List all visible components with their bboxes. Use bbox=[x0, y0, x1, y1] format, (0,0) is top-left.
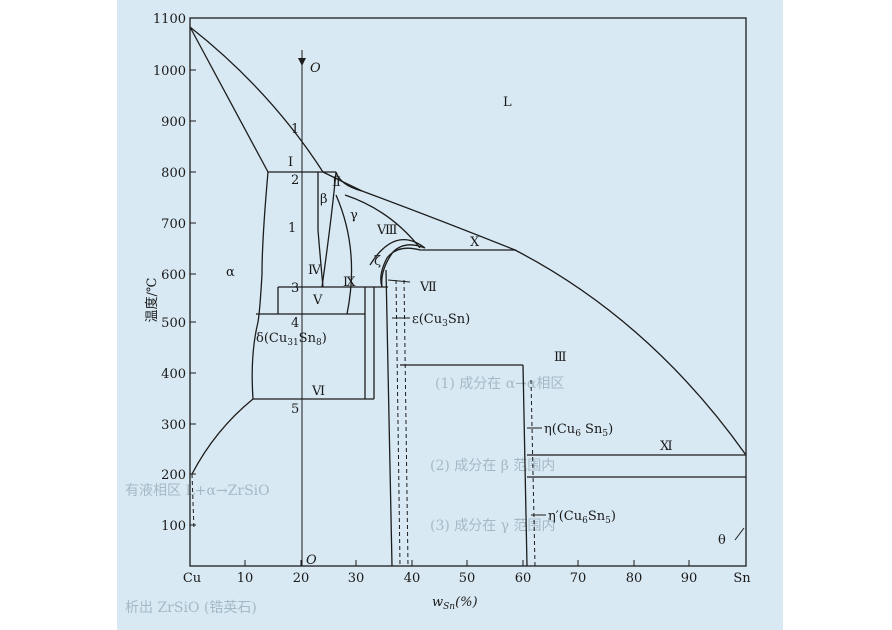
x-tick-label: Sn bbox=[733, 571, 751, 586]
label-epsilon: ε(Cu3Sn) bbox=[412, 312, 470, 329]
label-theta: θ bbox=[718, 533, 726, 548]
x-tick-label: Cu bbox=[183, 571, 201, 586]
x-ticks bbox=[244, 560, 690, 566]
y-tick-label: 700 bbox=[161, 217, 186, 232]
ghost-text-2: (3) 成分在 γ 范围内 bbox=[430, 517, 556, 534]
label-XI: Ⅺ bbox=[660, 439, 673, 454]
y-ticks bbox=[190, 17, 196, 526]
label-IX: Ⅸ bbox=[343, 275, 356, 290]
y-axis-title: 温度/℃ bbox=[144, 278, 160, 323]
x-tick-label: 30 bbox=[348, 571, 365, 586]
label-n2: 2 bbox=[291, 173, 299, 188]
y-tick-label: 200 bbox=[161, 468, 186, 483]
label-II: Ⅱ bbox=[332, 175, 341, 190]
x-tick-label: 50 bbox=[459, 571, 476, 586]
label-V: Ⅴ bbox=[312, 293, 323, 308]
label-IV: Ⅳ bbox=[308, 263, 322, 278]
y-tick-label: 900 bbox=[161, 115, 186, 130]
y-tick-label: 400 bbox=[161, 367, 186, 382]
label-n1a: 1 bbox=[291, 122, 299, 137]
plot-frame bbox=[189, 17, 747, 567]
label-n3: 3 bbox=[291, 281, 299, 296]
label-O-bottom: O bbox=[306, 553, 317, 568]
label-zeta: ζ bbox=[374, 254, 381, 269]
label-beta: β bbox=[320, 192, 328, 207]
scanned-page bbox=[117, 0, 783, 630]
y-tick-label: 1000 bbox=[153, 64, 186, 79]
ghost-text-3: 有液相区 L+α→ZrSiO bbox=[125, 483, 270, 499]
label-X: Ⅹ bbox=[470, 235, 480, 250]
ghost-text-0: (1) 成分在 α→α相区 bbox=[435, 376, 564, 392]
y-tick-label: 800 bbox=[161, 166, 186, 181]
x-tick-label: 80 bbox=[626, 571, 643, 586]
y-tick-label: 1100 bbox=[153, 12, 186, 27]
y-tick-label: 600 bbox=[161, 268, 186, 283]
label-delta: δ(Cu31Sn8) bbox=[256, 331, 327, 348]
label-n5: 5 bbox=[291, 402, 299, 417]
phase-lines bbox=[189, 26, 747, 567]
ghost-text-4: 析出 ZrSiO (锆英石) bbox=[125, 599, 257, 616]
x-tick-label: 10 bbox=[237, 571, 254, 586]
x-axis-title: wSn(%) bbox=[432, 595, 478, 612]
label-VI: Ⅵ bbox=[311, 384, 325, 399]
x-tick-label: 70 bbox=[570, 571, 587, 586]
y-tick-label: 300 bbox=[161, 418, 186, 433]
label-liquid: L bbox=[503, 95, 512, 110]
x-tick-label: 20 bbox=[293, 571, 310, 586]
label-gamma: γ bbox=[350, 208, 358, 223]
label-O-top: O bbox=[310, 61, 321, 76]
label-n1b: 1 bbox=[288, 221, 296, 236]
label-alpha: α bbox=[226, 265, 235, 280]
label-VIII: Ⅷ bbox=[376, 223, 397, 238]
label-eta: η(Cu6 Sn5) bbox=[544, 422, 613, 439]
label-III: Ⅲ bbox=[554, 350, 567, 365]
label-I: Ⅰ bbox=[288, 155, 293, 170]
ghost-text-1: (2) 成分在 β 范围内 bbox=[430, 457, 555, 474]
y-tick-label: 100 bbox=[161, 519, 186, 534]
label-n4: 4 bbox=[291, 316, 299, 331]
label-VII: Ⅶ bbox=[419, 280, 437, 295]
x-tick-label: 60 bbox=[515, 571, 532, 586]
x-tick-label: 90 bbox=[681, 571, 698, 586]
y-tick-label: 500 bbox=[161, 316, 186, 331]
x-tick-label: 40 bbox=[404, 571, 421, 586]
label-eta-prime: η′(Cu6Sn5) bbox=[548, 509, 616, 526]
